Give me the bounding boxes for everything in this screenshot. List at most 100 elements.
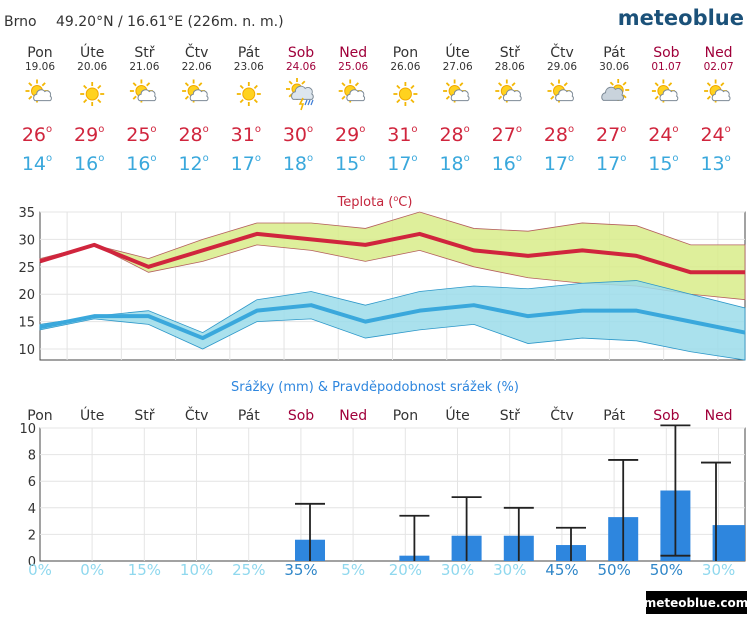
- sun-ray: [654, 82, 659, 87]
- cloud-shape: [346, 89, 366, 102]
- max-temp: 28o: [439, 124, 469, 146]
- y-tick-label: 15: [18, 316, 35, 331]
- meteoblue-logo[interactable]: meteoblue: [618, 6, 744, 30]
- precip-day-name: Sob: [653, 408, 679, 424]
- precipitation-chart: 0 2 4 6 8 10 0% 0% 15% 10% 25% 35% 5% 20% 30% 30% 45% 50%…: [19, 422, 746, 579]
- sun-ray: [253, 84, 258, 89]
- sun-ray: [609, 81, 614, 86]
- min-temp: 17o: [596, 153, 626, 175]
- min-temp: 14o: [22, 153, 52, 175]
- precip-probability: 25%: [232, 561, 265, 579]
- sun-ray: [341, 82, 346, 87]
- sun-ray: [28, 82, 33, 87]
- precip-day-name: Pon: [27, 408, 52, 424]
- min-temp: 17o: [544, 153, 574, 175]
- footer-brand[interactable]: meteoblue.com: [644, 596, 747, 610]
- sun-icon: [236, 82, 261, 106]
- day-date: 28.06: [495, 61, 525, 73]
- sun-cloud-icon: [547, 79, 574, 103]
- sun-disc: [398, 87, 412, 101]
- sun-ray: [28, 95, 33, 100]
- y-tick-label: 2: [28, 528, 36, 543]
- sun-cloud-icon: [129, 79, 157, 103]
- max-temp: 26o: [22, 124, 52, 146]
- cloud-sun-icon: [601, 79, 630, 101]
- day-name: Pát: [603, 45, 625, 61]
- min-temp: 16o: [126, 153, 156, 175]
- sun-ray: [198, 82, 203, 87]
- min-temp: 17o: [231, 153, 261, 175]
- day-date: 30.06: [599, 61, 629, 73]
- sun-ray: [410, 99, 415, 104]
- day-name: Pát: [238, 45, 260, 61]
- sun-ray: [396, 99, 401, 104]
- y-tick-label: 10: [18, 343, 35, 358]
- precipitation-day-labels: Pon Úte Stř Čtv Pát Sob Ned Pon Úte Stř Čtv Pát Sob N…: [27, 406, 732, 424]
- day-name: Čtv: [185, 43, 209, 61]
- sun-ray: [511, 82, 516, 87]
- sun-ray: [184, 82, 189, 87]
- max-temp: 25o: [126, 124, 156, 146]
- day-name: Ned: [339, 45, 367, 61]
- day-name: Čtv: [550, 43, 574, 61]
- sun-ray: [622, 81, 627, 86]
- cloud-shape: [555, 89, 574, 102]
- sun-cloud-icon: [495, 79, 522, 103]
- rain-drop: [310, 99, 314, 106]
- sun-ray: [239, 99, 244, 104]
- max-temp: 28o: [544, 124, 574, 146]
- max-temp: 31o: [387, 124, 417, 146]
- max-temp: 29o: [74, 124, 104, 146]
- day-date: 22.06: [182, 61, 212, 73]
- y-tick-label: 8: [28, 449, 36, 464]
- precipitation-chart-title: Srážky (mm) & Pravděpodobnost srážek (%): [231, 380, 519, 395]
- y-tick-label: 20: [18, 288, 35, 303]
- cloud-shape: [601, 86, 624, 101]
- max-temp-line: [39, 231, 745, 275]
- temperature-chart: 10 15 20 25 30 35: [18, 206, 746, 361]
- precip-probability: 0%: [80, 561, 104, 579]
- day-name: Stř: [134, 45, 154, 61]
- precip-day-name: Úte: [445, 406, 469, 424]
- sun-cloud-icon: [182, 79, 209, 103]
- precip-probability: 50%: [650, 561, 683, 579]
- min-temp: 16o: [492, 153, 522, 175]
- min-temp-range: [39, 280, 746, 361]
- max-temp: 24o: [700, 124, 730, 146]
- location-coords: 49.20°N / 16.61°E (226m. n. m.): [56, 14, 284, 30]
- sun-ray: [146, 82, 151, 87]
- day-name: Sob: [653, 45, 679, 61]
- precip-day-name: Stř: [134, 408, 154, 424]
- sun-ray: [550, 82, 555, 87]
- sun-ray: [668, 82, 673, 87]
- precip-day-name: Pon: [393, 408, 418, 424]
- max-temp: 28o: [178, 124, 208, 146]
- y-tick-label: 0: [28, 555, 36, 570]
- rain-drop: [304, 99, 308, 106]
- sun-icon: [80, 82, 105, 106]
- min-temp: 17o: [387, 153, 417, 175]
- day-date: 26.06: [390, 61, 420, 73]
- sun-ray: [445, 82, 450, 87]
- min-temp-line: [39, 303, 746, 341]
- rain-drop: [307, 99, 311, 106]
- max-temp: 27o: [596, 124, 626, 146]
- sun-ray: [445, 95, 450, 100]
- precip-probability: 5%: [341, 561, 365, 579]
- cloud-shape: [659, 89, 679, 102]
- day-name: Úte: [445, 43, 469, 61]
- day-date: 23.06: [234, 61, 264, 73]
- sun-icon: [393, 82, 418, 106]
- sun-ray: [498, 82, 503, 87]
- day-date: 24.06: [286, 61, 316, 73]
- location-name: Brno: [4, 14, 37, 30]
- precip-probability: 10%: [180, 561, 213, 579]
- sun-ray: [720, 82, 725, 87]
- sun-cloud-icon: [443, 79, 470, 103]
- sun-ray: [83, 99, 88, 104]
- day-date: 01.07: [651, 61, 681, 73]
- plot-frame: [39, 427, 746, 562]
- cloud-shape: [33, 89, 52, 102]
- y-tick-label: 30: [18, 233, 35, 248]
